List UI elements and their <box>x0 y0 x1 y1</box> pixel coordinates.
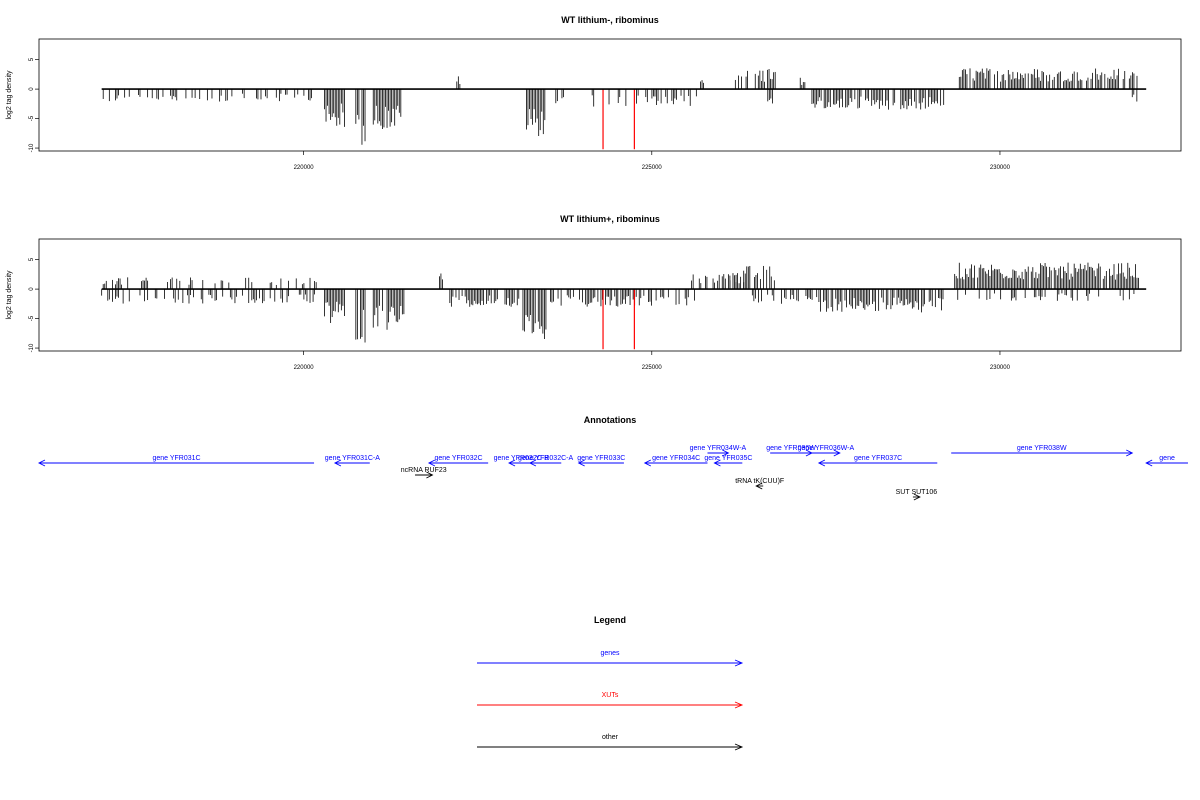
annotation-features: gene YFR031C gene YFR031C-A gene YFR032C ge… <box>37 445 1188 501</box>
y-tick-label: -10 <box>29 143 35 152</box>
panel-1-plot-box <box>38 38 1182 152</box>
panel-2-xut-marks <box>602 289 635 350</box>
feature-arrow-head <box>1126 449 1134 457</box>
feature-arrow-head <box>833 449 841 457</box>
panel-lithium-plus: WT lithium+, ribominus log2 tag density … <box>6 214 1182 371</box>
annotations-track: Annotations gene YFR031C gene YFR031C-A ge… <box>37 415 1188 501</box>
y-tick-label: 5 <box>29 257 35 261</box>
feature-arrow-head <box>713 459 721 467</box>
feature-arrow-head <box>643 459 652 467</box>
y-tick-label: -10 <box>29 343 35 352</box>
feature-label: tRNA tK(CUU)F <box>735 478 784 485</box>
feature-arrow-head <box>426 471 434 479</box>
panel-lithium-minus: WT lithium-, ribominus log2 tag density … <box>6 15 1182 171</box>
legend: Legend genes XUTs other <box>477 615 744 751</box>
feature-label: gene YFR037C <box>854 455 902 462</box>
feature-arrow-head <box>577 459 585 467</box>
feature-label: gene YFR034C <box>652 455 700 462</box>
feature-label: SUT SUT106 <box>896 489 938 496</box>
x-tick-label: 220000 <box>294 165 315 171</box>
x-tick-label: 230000 <box>990 165 1011 171</box>
feature-label: gene YFR036W-A <box>798 445 855 452</box>
feature-label: gene YFR034W-A <box>690 445 747 452</box>
feature-arrow-head <box>1145 459 1153 467</box>
x-tick-label: 230000 <box>990 365 1011 371</box>
legend-arrow-head <box>734 701 744 709</box>
panel-2-plot-box <box>38 238 1182 352</box>
panel-1-title: WT lithium-, ribominus <box>561 15 659 25</box>
feature-label: ncRNA RUF23 <box>401 467 447 474</box>
legend-label: XUTs <box>602 692 619 699</box>
y-tick-label: 0 <box>29 287 35 291</box>
feature-arrow-head <box>817 459 826 467</box>
panel-2-axes: 5 0 -5 -10 220000 225000 230000 <box>29 257 1011 371</box>
annotations-title: Annotations <box>584 415 637 425</box>
feature-label: gene YFR035C <box>704 455 752 462</box>
y-tick-label: -5 <box>29 315 35 321</box>
panel-2-title: WT lithium+, ribominus <box>560 214 660 224</box>
feature-arrow-head <box>333 459 342 467</box>
y-tick-label: -5 <box>29 115 35 121</box>
feature-label: gene YFR032C-A <box>518 455 573 462</box>
feature-label: gene YFR032C <box>434 455 482 462</box>
x-tick-label: 225000 <box>642 165 663 171</box>
legend-entries: genes XUTs other <box>477 650 744 751</box>
feature-arrow-head <box>722 449 730 457</box>
legend-title: Legend <box>594 615 626 625</box>
feature-arrow-head <box>37 459 46 467</box>
panel-2-ylabel: log2 tag density <box>6 270 13 320</box>
legend-label: other <box>602 734 619 741</box>
feature-label: gene YFR031C-A <box>325 455 380 462</box>
y-tick-label: 0 <box>29 87 35 91</box>
feature-label: gene YFR036W <box>766 445 816 452</box>
panel-2-bars <box>101 262 1139 343</box>
feature-arrow-head <box>427 459 436 467</box>
y-tick-label: 5 <box>29 57 35 61</box>
x-tick-label: 220000 <box>294 365 315 371</box>
panel-1-ylabel: log2 tag density <box>6 70 13 120</box>
feature-label: gene <box>1159 455 1175 462</box>
panel-1-bars <box>102 68 1138 145</box>
feature-label: gene YFR032C-B <box>494 455 549 462</box>
x-tick-label: 225000 <box>642 365 663 371</box>
feature-label: gene YFR031C <box>152 455 200 462</box>
legend-arrow-head <box>734 659 744 667</box>
panel-1-axes: 5 0 -5 -10 220000 225000 230000 <box>29 57 1011 171</box>
feature-arrow-head <box>528 459 537 467</box>
legend-arrow-head <box>734 743 744 751</box>
feature-label: gene YFR038W <box>1017 445 1067 452</box>
legend-label: genes <box>600 650 620 657</box>
feature-label: gene YFR033C <box>577 455 625 462</box>
feature-arrow-head <box>508 459 516 467</box>
feature-arrow-head <box>755 482 763 490</box>
panel-1-xut-marks <box>602 89 635 150</box>
feature-arrow-head <box>913 493 921 501</box>
